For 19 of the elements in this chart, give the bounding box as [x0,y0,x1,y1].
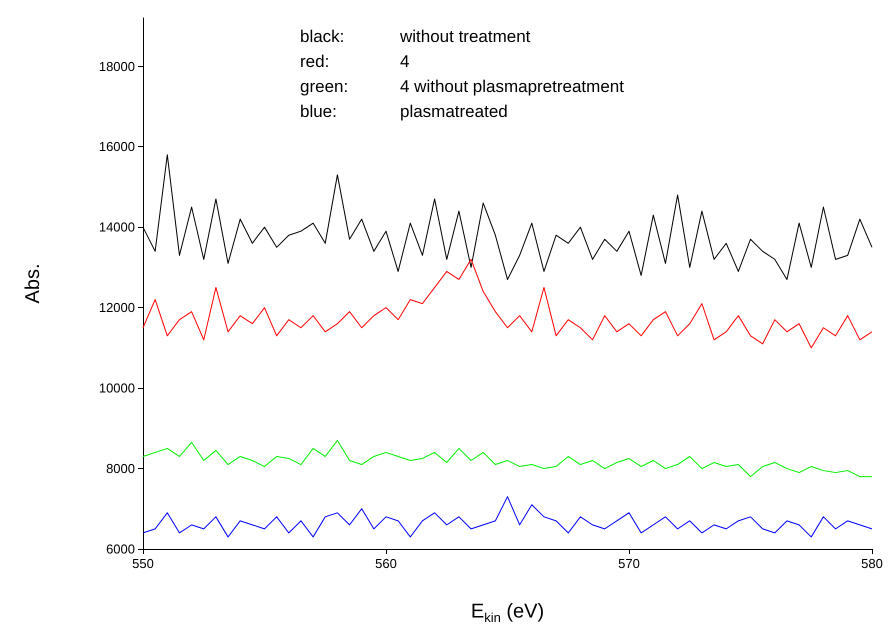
line-series [142,258,872,348]
y-tick-label: 10000 [98,380,135,396]
x-tick-label: 580 [861,556,883,571]
y-tick-label: 12000 [98,300,135,316]
y-tick-label: 6000 [106,542,135,556]
line-series [142,440,872,478]
x-tick-label: 560 [375,556,397,571]
text: red: 4 [300,52,410,71]
y-tick-label: 18000 [98,58,135,74]
text: blue: plasmatreated [300,102,508,121]
x-tick-label: 550 [132,556,154,571]
text: black: without treatment [300,27,530,46]
y-tick-label: 16000 [98,139,135,154]
y-tick-label: 8000 [106,461,135,476]
x-tick-label: 570 [618,556,640,571]
y-axis-title: Abs. [22,263,44,304]
text: green: 4 without plasmapretreatment [300,77,624,96]
y-tick-label: 14000 [98,220,135,235]
line-series [142,496,872,538]
